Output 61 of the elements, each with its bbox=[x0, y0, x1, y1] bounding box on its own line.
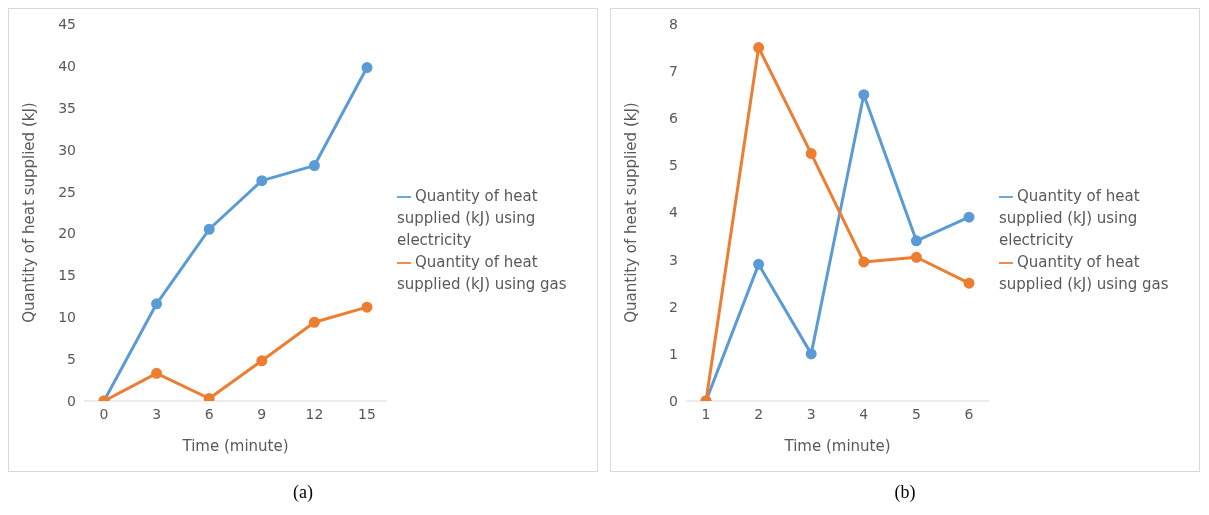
point bbox=[256, 175, 268, 187]
point bbox=[963, 211, 975, 223]
y-tick-label: 1 bbox=[669, 345, 678, 362]
y-tick-label: 7 bbox=[669, 63, 678, 80]
x-tick-label: 0 bbox=[99, 405, 109, 422]
y-tick-label: 3 bbox=[669, 251, 678, 268]
point bbox=[858, 89, 870, 101]
x-axis-title: Time (minute) bbox=[181, 437, 289, 455]
point bbox=[910, 235, 922, 247]
x-tick-label: 2 bbox=[754, 405, 764, 422]
point bbox=[963, 277, 975, 289]
y-tick-label: 45 bbox=[58, 15, 76, 32]
point bbox=[256, 355, 268, 367]
x-tick-label: 6 bbox=[204, 405, 214, 422]
x-tick-label: 15 bbox=[358, 405, 376, 422]
x-tick-label: 3 bbox=[806, 405, 816, 422]
x-tick-label: 5 bbox=[911, 405, 921, 422]
point bbox=[805, 148, 817, 160]
point bbox=[753, 42, 765, 54]
y-tick-label: 15 bbox=[58, 267, 76, 284]
x-tick-label: 3 bbox=[152, 405, 162, 422]
point bbox=[151, 367, 163, 379]
legend-label: Quantity of heat supplied (kJ) using electricity bbox=[397, 187, 538, 249]
y-tick-label: 40 bbox=[58, 57, 76, 74]
y-axis-title: Quantity of heat supplied (kJ) bbox=[20, 102, 39, 323]
point bbox=[203, 392, 215, 401]
y-tick-label: 30 bbox=[58, 141, 76, 158]
point bbox=[910, 251, 922, 263]
y-tick-label: 0 bbox=[67, 392, 76, 409]
text: (a) bbox=[292, 482, 314, 503]
y-tick-label: 5 bbox=[67, 351, 76, 368]
y-tick-label: 0 bbox=[669, 392, 678, 409]
x-tick-label: 9 bbox=[257, 405, 267, 422]
point bbox=[203, 223, 215, 235]
y-tick-label: 6 bbox=[669, 110, 679, 127]
y-tick-label: 5 bbox=[669, 157, 678, 174]
x-axis-title: Time (minute) bbox=[783, 437, 891, 455]
y-tick-label: 8 bbox=[669, 15, 678, 32]
x-tick-label: 1 bbox=[701, 405, 711, 422]
x-tick-label: 4 bbox=[859, 405, 869, 422]
legend-label: Quantity of heat supplied (kJ) using gas bbox=[999, 253, 1169, 293]
point bbox=[308, 160, 320, 172]
x-tick-label: 12 bbox=[305, 405, 324, 422]
point bbox=[858, 256, 870, 268]
y-tick-label: 20 bbox=[58, 225, 76, 242]
legend-label: Quantity of heat supplied (kJ) using gas bbox=[397, 253, 567, 293]
point bbox=[361, 62, 373, 74]
y-axis-title: Quantity of heat supplied (kJ) bbox=[622, 102, 641, 323]
text: (b) bbox=[893, 482, 917, 503]
y-tick-label: 4 bbox=[669, 204, 679, 221]
legend-label: Quantity of heat supplied (kJ) using electricity bbox=[999, 187, 1140, 249]
point bbox=[753, 258, 765, 270]
y-tick-label: 2 bbox=[669, 298, 678, 315]
point bbox=[805, 348, 817, 360]
y-tick-label: 25 bbox=[58, 183, 76, 200]
x-tick-label: 6 bbox=[964, 405, 974, 422]
y-tick-label: 10 bbox=[58, 309, 76, 326]
point bbox=[361, 301, 373, 313]
point bbox=[308, 316, 320, 328]
point bbox=[151, 298, 163, 310]
y-tick-label: 35 bbox=[58, 99, 76, 116]
